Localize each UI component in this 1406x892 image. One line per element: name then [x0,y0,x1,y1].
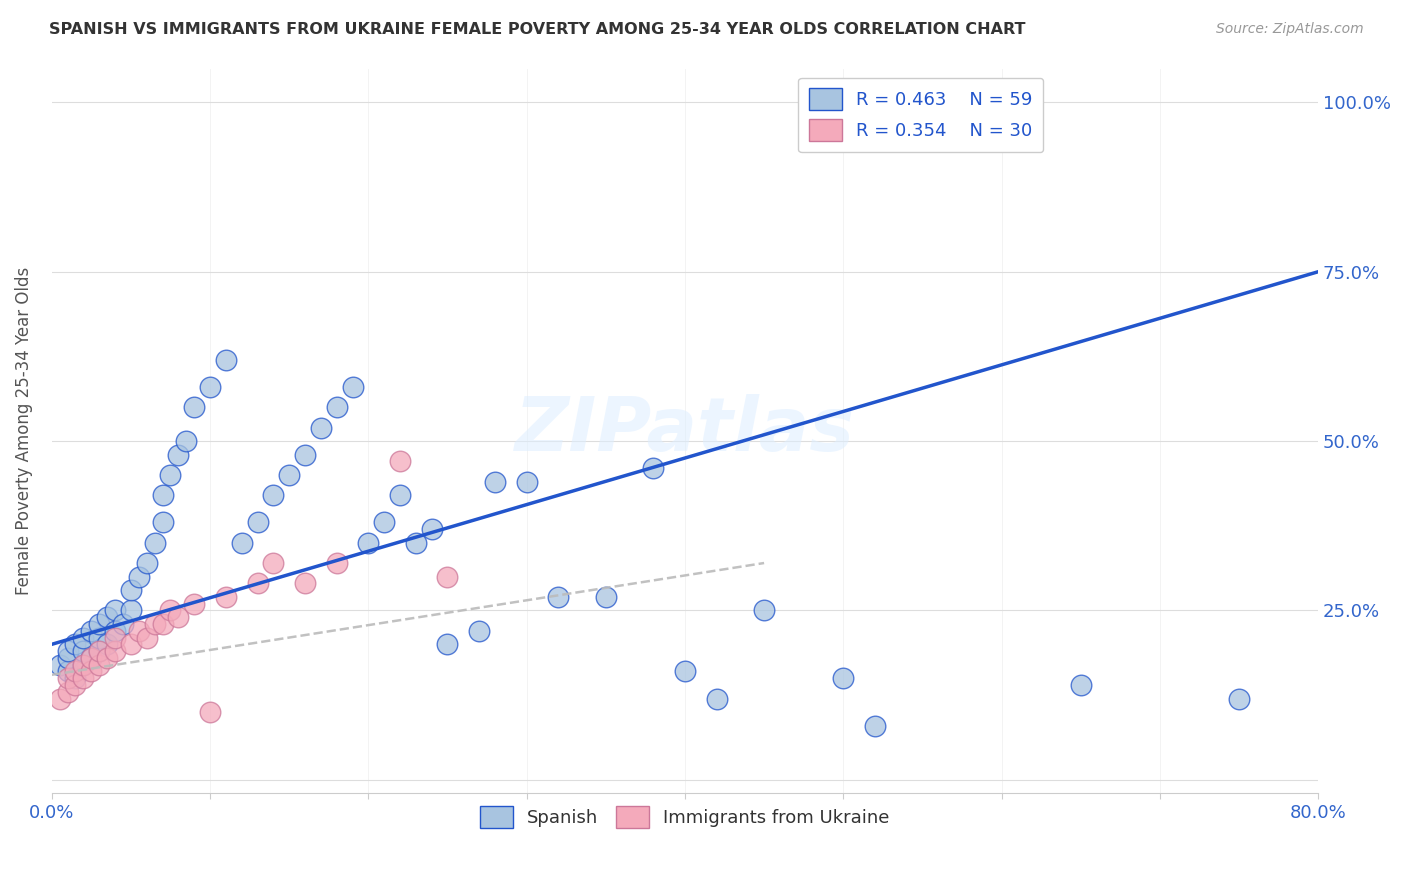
Point [643,461,665,475]
Point [128,624,150,638]
Point [183,401,205,415]
Point [167,448,190,462]
Point [89,617,111,632]
Point [215,352,238,367]
Point [231,535,253,549]
Point [56,671,79,685]
Legend: Spanish, Immigrants from Ukraine: Spanish, Immigrants from Ukraine [472,798,897,835]
Point [89,644,111,658]
Point [278,467,301,482]
Text: ZIPatlas: ZIPatlas [515,394,855,467]
Point [547,590,569,604]
Point [65,671,87,685]
Point [373,516,395,530]
Point [152,488,174,502]
Point [104,603,127,617]
Point [80,665,103,679]
Point [863,718,886,732]
Point [183,597,205,611]
Point [80,651,103,665]
Point [246,516,269,530]
Point [436,637,458,651]
Point [80,624,103,638]
Point [89,657,111,672]
Point [128,569,150,583]
Point [48,691,70,706]
Point [135,556,157,570]
Point [388,454,411,468]
Point [89,631,111,645]
Point [104,624,127,638]
Point [198,380,221,394]
Point [89,644,111,658]
Point [143,617,166,632]
Point [388,488,411,502]
Point [111,617,134,632]
Point [357,535,380,549]
Text: SPANISH VS IMMIGRANTS FROM UKRAINE FEMALE POVERTY AMONG 25-34 YEAR OLDS CORRELAT: SPANISH VS IMMIGRANTS FROM UKRAINE FEMAL… [49,22,1026,37]
Point [595,590,617,604]
Point [752,603,775,617]
Point [673,665,696,679]
Point [167,610,190,624]
Point [405,535,427,549]
Point [152,516,174,530]
Point [262,556,284,570]
Point [72,631,94,645]
Point [246,576,269,591]
Point [159,467,181,482]
Text: Source: ZipAtlas.com: Source: ZipAtlas.com [1216,22,1364,37]
Point [1227,691,1250,706]
Point [48,657,70,672]
Point [325,556,347,570]
Point [1070,678,1092,692]
Point [72,657,94,672]
Point [56,684,79,698]
Point [65,678,87,692]
Point [135,631,157,645]
Point [436,569,458,583]
Point [152,617,174,632]
Point [56,644,79,658]
Point [104,644,127,658]
Point [120,637,142,651]
Point [120,583,142,598]
Point [516,475,538,489]
Point [420,522,443,536]
Point [198,705,221,719]
Point [96,610,118,624]
Point [120,603,142,617]
Point [176,434,198,449]
Point [72,644,94,658]
Point [72,671,94,685]
Point [309,420,332,434]
Point [96,637,118,651]
Point [484,475,506,489]
Point [65,637,87,651]
Point [56,651,79,665]
Point [294,576,316,591]
Point [342,380,364,394]
Point [706,691,728,706]
Point [72,657,94,672]
Point [215,590,238,604]
Y-axis label: Female Poverty Among 25-34 Year Olds: Female Poverty Among 25-34 Year Olds [15,267,32,595]
Point [80,651,103,665]
Point [65,665,87,679]
Point [159,603,181,617]
Point [96,651,118,665]
Point [325,401,347,415]
Point [143,535,166,549]
Point [262,488,284,502]
Point [56,665,79,679]
Point [294,448,316,462]
Point [832,671,855,685]
Point [104,631,127,645]
Point [468,624,491,638]
